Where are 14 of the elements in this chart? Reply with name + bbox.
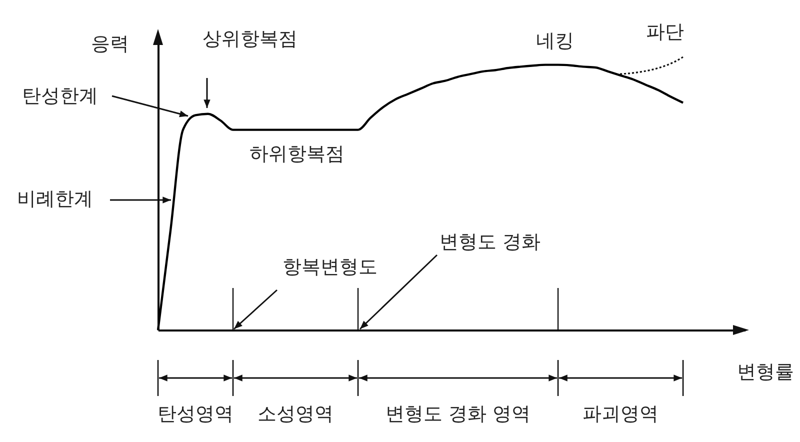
text: 상위항복점 (202, 28, 298, 50)
annotation: 변형도 경화 (439, 231, 541, 254)
y-axis-title: 응력 (91, 33, 129, 56)
text: 탄성영역 (158, 403, 234, 426)
text: 파괴영역 (582, 403, 659, 426)
annotation: 하위항복점 (250, 143, 344, 166)
x-axis-title: 변형률 (737, 361, 794, 384)
annotation: 항복변형도 (282, 256, 378, 278)
text: 소성영역 (258, 403, 334, 426)
text: 파단 (646, 21, 684, 44)
text: 변형도 경화 영역 (385, 403, 531, 426)
text: 비례한계 (17, 188, 93, 210)
text: 네킹 (536, 30, 574, 52)
text: 탄성한계 (22, 85, 98, 108)
